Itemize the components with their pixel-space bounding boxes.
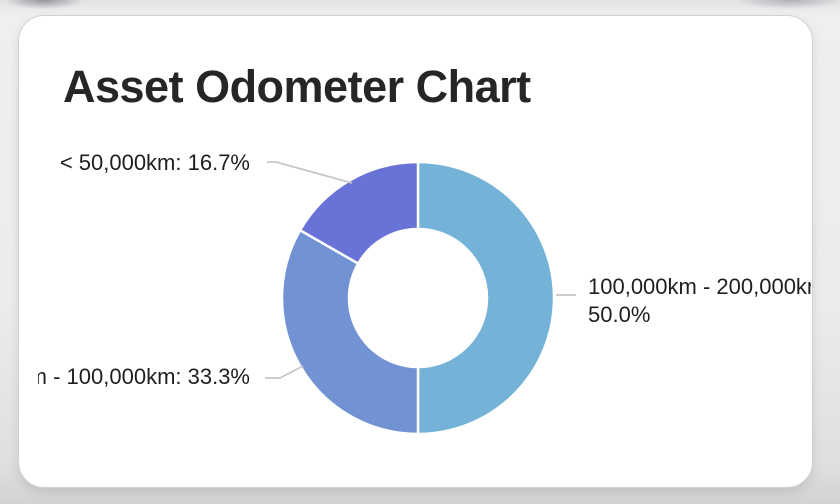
donut-chart: < 50,000km: 16.7% 100,000km - 200,000km:… (38, 131, 811, 471)
leader-line-top-left (267, 161, 353, 184)
donut-slice-16.7[interactable] (298, 160, 420, 265)
donut-slice-50[interactable] (416, 160, 556, 436)
callout-label-50000-100000km: 50,000km - 100,000km: 33.3% (38, 364, 250, 389)
asset-odometer-chart-card: Asset Odometer Chart < 50,000km: 16.7% 1… (18, 15, 813, 488)
callout-label-100000-200000km: 100,000km - 200,000km: 50.0% (588, 273, 811, 329)
callout-label-lt-50000km: < 50,000km: 16.7% (59, 150, 250, 175)
donut-slices (280, 160, 556, 436)
leader-lines (265, 161, 576, 379)
leader-line-bottom-left (265, 365, 304, 379)
donut-slice-33.3[interactable] (280, 228, 420, 436)
callout-label-100000-200000km-line1: 100,000km - 200,000km: (588, 274, 811, 299)
callout-label-100000-200000km-line2: 50.0% (588, 302, 651, 327)
donut-svg (265, 160, 576, 436)
page-title: Asset Odometer Chart (63, 61, 531, 112)
